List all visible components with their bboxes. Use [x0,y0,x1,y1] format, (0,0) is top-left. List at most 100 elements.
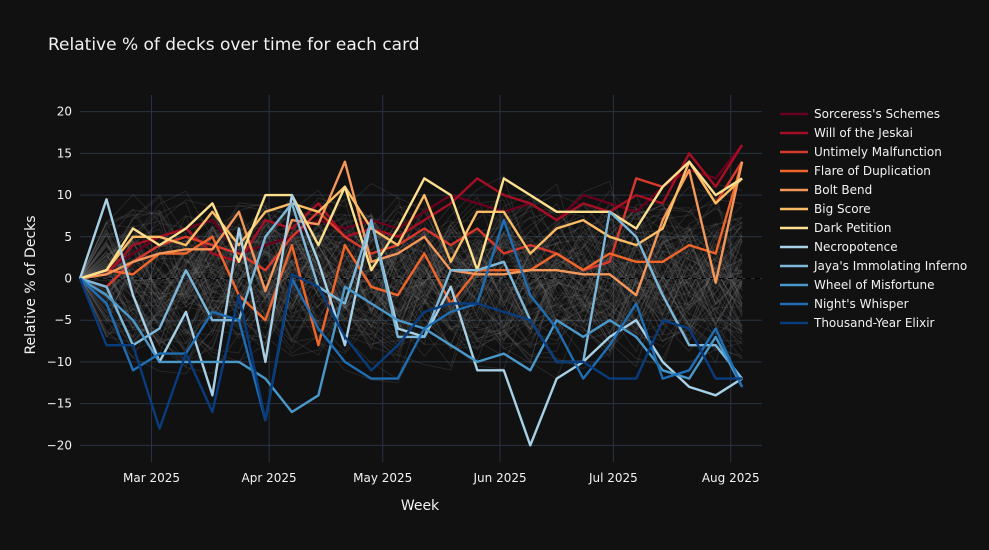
background-line [79,174,743,340]
background-line [79,210,743,363]
background-line [79,203,743,331]
background-line [79,213,743,348]
background-line [79,197,743,336]
legend-label: Will of the Jeskai [814,126,913,140]
background-line [79,200,743,352]
background-line [79,214,743,321]
series-lines [78,144,744,447]
y-tick-label: 15 [57,146,72,160]
legend-item-flare-of-duplication[interactable]: Flare of Duplication [780,164,931,178]
y-tick-label: −5 [54,313,72,327]
y-tick-labels: −20 −15 −10 −5 0 5 10 15 20 [47,105,72,453]
background-line [79,211,743,330]
legend-item-untimely-malfunction[interactable]: Untimely Malfunction [780,145,942,159]
background-line [79,180,743,364]
background-line [79,204,743,360]
background-line [79,225,743,352]
legend-label: Bolt Bend [814,183,872,197]
legend-item-necropotence[interactable]: Necropotence [780,240,898,254]
background-line [79,204,743,334]
y-tick-label: −20 [47,438,72,452]
background-line [79,190,743,340]
background-line [79,238,743,367]
background-line [79,183,743,329]
background-line [79,214,743,329]
background-line [79,183,743,361]
legend-label: Jaya's Immolating Inferno [813,259,967,273]
background-line [79,217,743,368]
background-line [79,194,743,351]
background-line [79,234,743,335]
legend-label: Dark Petition [814,221,892,235]
background-line [79,219,743,364]
legend-label: Night's Whisper [814,297,909,311]
y-tick-label: −15 [47,397,72,411]
x-tick-label: May 2025 [353,471,412,485]
background-line [79,206,743,342]
background-line [79,215,743,345]
background-line [79,208,743,336]
x-axis-title: Week [401,498,440,514]
legend-item-big-score[interactable]: Big Score [780,202,871,216]
background-line [79,240,743,368]
legend-item-jaya-s-immolating-inferno[interactable]: Jaya's Immolating Inferno [780,259,967,273]
background-line [79,204,743,354]
legend-label: Untimely Malfunction [814,145,942,159]
legend-item-dark-petition[interactable]: Dark Petition [780,221,892,235]
background-line [79,202,743,346]
legend-label: Thousand-Year Elixir [813,316,935,330]
y-tick-label: 0 [64,272,72,286]
legend-item-bolt-bend[interactable]: Bolt Bend [780,183,872,197]
y-axis-title: Relative % of Decks [23,215,39,354]
x-tick-label: Mar 2025 [123,471,180,485]
background-line [79,210,743,359]
background-line [79,207,743,346]
series-line-bolt-bend [79,160,744,297]
series-line-flare-of-duplication [79,161,744,347]
legend[interactable]: Sorceress's Schemes Will of the Jeskai Unt… [780,107,967,330]
x-tick-label: Jun 2025 [473,471,527,485]
background-line [79,212,743,328]
series-line-will-of-the-jeskai [79,144,744,280]
background-line [79,194,743,350]
legend-label: Sorceress's Schemes [814,107,940,121]
series-line-dark-petition [79,160,743,280]
legend-item-wheel-of-misfortune[interactable]: Wheel of Misfortune [780,278,935,292]
series-line-night-s-whisper [79,218,744,422]
legend-item-night-s-whisper[interactable]: Night's Whisper [780,297,909,311]
x-tick-label: Apr 2025 [242,471,297,485]
background-line [79,207,743,345]
background-line [79,192,743,346]
background-line [79,234,743,353]
background-line [79,208,743,356]
background-line [79,207,743,364]
legend-item-thousand-year-elixir[interactable]: Thousand-Year Elixir [780,316,935,330]
background-line [79,231,743,364]
legend-item-will-of-the-jeskai[interactable]: Will of the Jeskai [780,126,913,140]
series-line-big-score [79,160,743,280]
legend-label: Wheel of Misfortune [814,278,935,292]
background-line [79,202,743,335]
background-line [79,190,743,341]
background-line [79,196,743,331]
background-line [79,228,743,343]
background-line [79,225,743,362]
legend-label: Big Score [814,202,871,216]
background-line [79,215,743,350]
background-line [79,189,743,326]
legend-label: Necropotence [814,240,898,254]
background-line [79,233,743,351]
background-line [79,222,743,350]
x-tick-label: Jul 2025 [588,471,638,485]
x-tick-labels: Mar 2025 Apr 2025 May 2025 Jun 2025 Jul 2025… [123,471,760,485]
y-tick-label: 20 [57,105,72,119]
series-line-jaya-s-immolating-inferno [79,202,744,380]
y-tick-label: −10 [47,355,72,369]
y-tick-label: 5 [64,230,72,244]
background-line [79,218,743,363]
background-line [79,196,743,344]
legend-item-sorceress-s-schemes[interactable]: Sorceress's Schemes [780,107,940,121]
series-line-thousand-year-elixir [78,273,743,430]
background-line [79,239,743,371]
